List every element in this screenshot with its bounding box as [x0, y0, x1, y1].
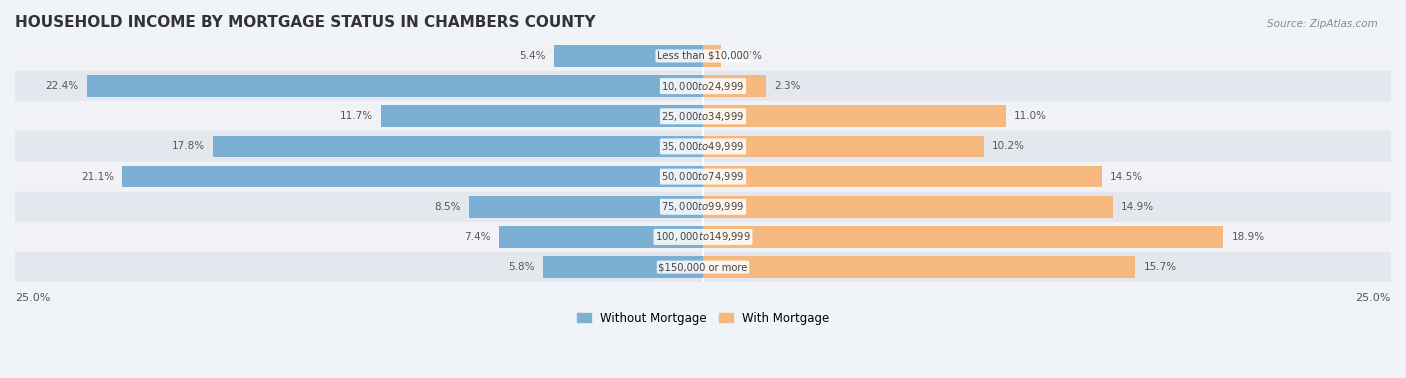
Bar	[703, 166, 1102, 187]
Text: 5.8%: 5.8%	[509, 262, 536, 272]
Bar	[470, 196, 703, 218]
Bar	[15, 71, 1391, 101]
Text: 10.2%: 10.2%	[993, 141, 1025, 152]
Text: 14.9%: 14.9%	[1122, 202, 1154, 212]
Text: $150,000 or more: $150,000 or more	[658, 262, 748, 272]
Legend: Without Mortgage, With Mortgage: Without Mortgage, With Mortgage	[572, 307, 834, 329]
Text: $25,000 to $34,999: $25,000 to $34,999	[661, 110, 745, 123]
Bar	[15, 132, 1391, 161]
Text: 11.7%: 11.7%	[340, 111, 373, 121]
Text: 25.0%: 25.0%	[15, 293, 51, 303]
Bar	[15, 252, 1391, 282]
Text: Less than $10,000: Less than $10,000	[657, 51, 749, 61]
Text: 18.9%: 18.9%	[1232, 232, 1264, 242]
Text: $35,000 to $49,999: $35,000 to $49,999	[661, 140, 745, 153]
Text: 11.0%: 11.0%	[1014, 111, 1047, 121]
Bar	[703, 105, 1005, 127]
Bar	[499, 226, 703, 248]
Text: 17.8%: 17.8%	[172, 141, 205, 152]
Bar	[554, 45, 703, 67]
Text: 14.5%: 14.5%	[1111, 172, 1143, 181]
Text: $75,000 to $99,999: $75,000 to $99,999	[661, 200, 745, 213]
Bar	[15, 41, 1391, 71]
Text: 5.4%: 5.4%	[520, 51, 546, 61]
Text: 2.3%: 2.3%	[775, 81, 801, 91]
Text: 25.0%: 25.0%	[1355, 293, 1391, 303]
Bar	[703, 45, 721, 67]
Bar	[703, 256, 1135, 278]
Bar	[15, 101, 1391, 132]
Bar	[381, 105, 703, 127]
Bar	[703, 136, 984, 157]
Text: $50,000 to $74,999: $50,000 to $74,999	[661, 170, 745, 183]
Text: 22.4%: 22.4%	[45, 81, 79, 91]
Text: Source: ZipAtlas.com: Source: ZipAtlas.com	[1267, 19, 1378, 29]
Text: $10,000 to $24,999: $10,000 to $24,999	[661, 80, 745, 93]
Text: 0.67%: 0.67%	[730, 51, 762, 61]
Text: $100,000 to $149,999: $100,000 to $149,999	[655, 231, 751, 243]
Bar	[15, 161, 1391, 192]
Bar	[543, 256, 703, 278]
Bar	[122, 166, 703, 187]
Bar	[15, 192, 1391, 222]
Bar	[87, 75, 703, 97]
Bar	[703, 75, 766, 97]
Bar	[703, 226, 1223, 248]
Bar	[214, 136, 703, 157]
Text: HOUSEHOLD INCOME BY MORTGAGE STATUS IN CHAMBERS COUNTY: HOUSEHOLD INCOME BY MORTGAGE STATUS IN C…	[15, 15, 596, 30]
Text: 15.7%: 15.7%	[1143, 262, 1177, 272]
Text: 7.4%: 7.4%	[464, 232, 491, 242]
Bar	[703, 196, 1114, 218]
Bar	[15, 222, 1391, 252]
Text: 8.5%: 8.5%	[434, 202, 461, 212]
Text: 21.1%: 21.1%	[82, 172, 114, 181]
